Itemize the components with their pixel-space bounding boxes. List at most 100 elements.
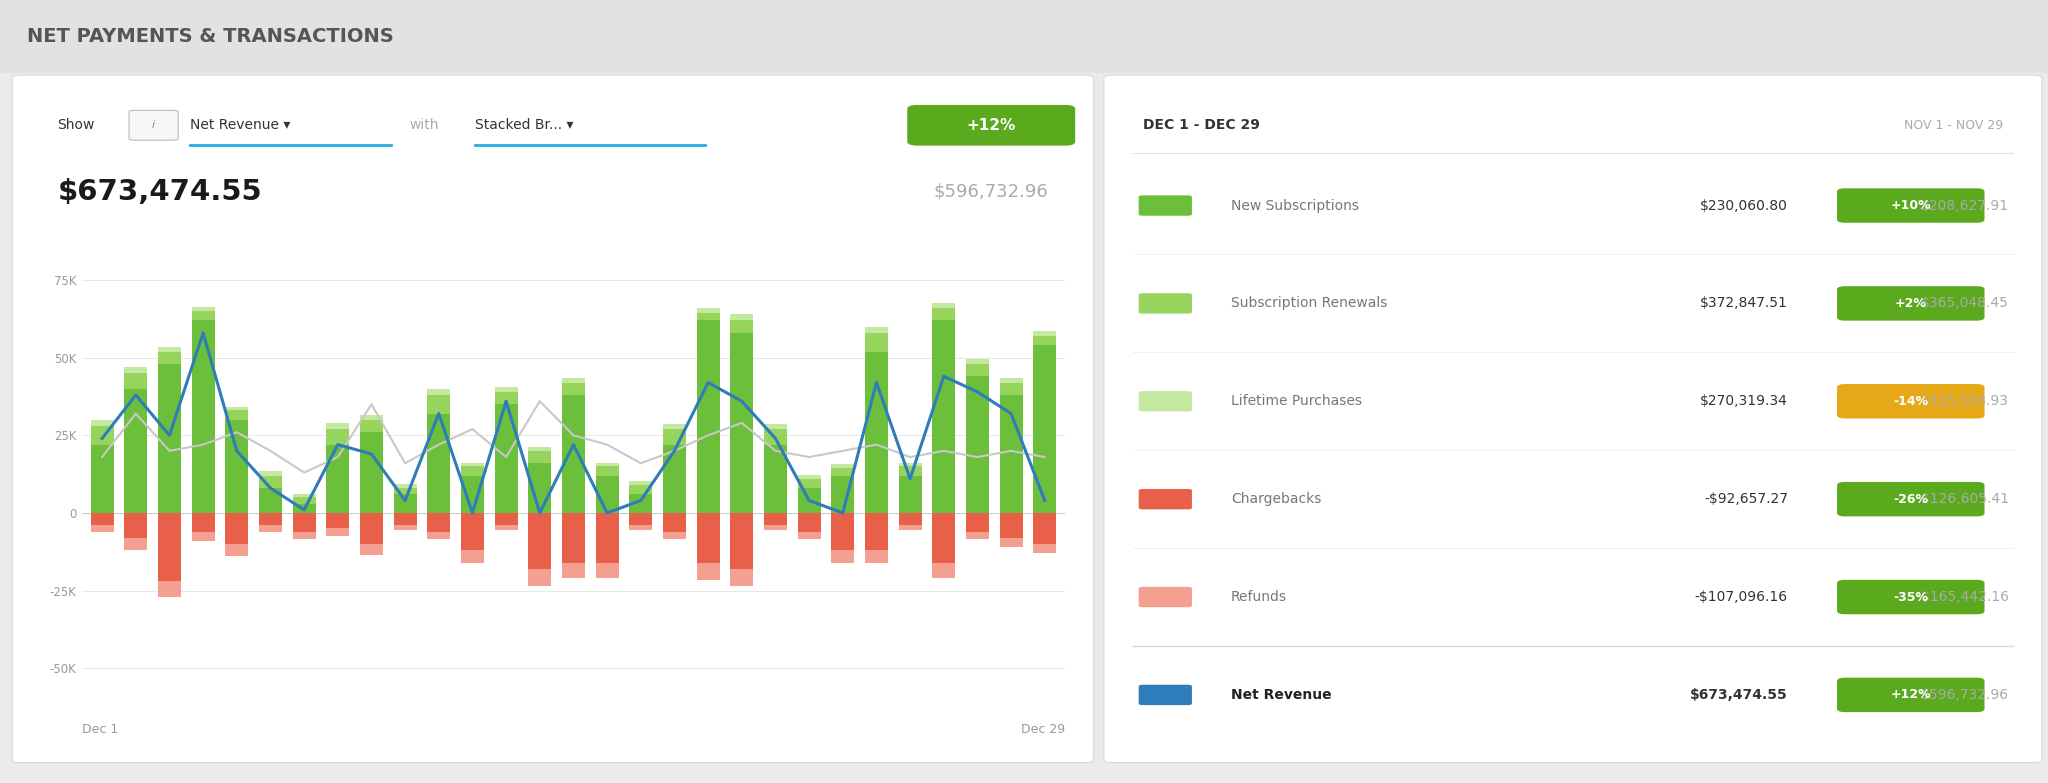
FancyBboxPatch shape — [1139, 684, 1192, 705]
Bar — [731, 320, 754, 333]
Bar — [1034, 345, 1057, 513]
Bar — [360, 432, 383, 513]
Bar — [629, 482, 651, 485]
Bar — [360, 420, 383, 432]
Bar — [967, 513, 989, 532]
Bar — [393, 485, 416, 488]
Bar — [967, 532, 989, 539]
Bar — [696, 513, 719, 562]
FancyBboxPatch shape — [1139, 489, 1192, 509]
Text: -$107,096.16: -$107,096.16 — [1696, 590, 1788, 604]
Bar — [797, 532, 821, 539]
Text: $596,732.96: $596,732.96 — [934, 183, 1049, 200]
Bar — [428, 513, 451, 532]
Bar — [258, 471, 283, 475]
Text: i: i — [152, 121, 156, 130]
Bar — [561, 562, 586, 578]
Bar — [864, 352, 889, 513]
Bar — [496, 388, 518, 392]
Bar — [1034, 513, 1057, 544]
Bar — [864, 327, 889, 333]
Bar — [360, 513, 383, 544]
Bar — [258, 488, 283, 513]
Bar — [360, 415, 383, 420]
Text: Net Revenue ▾: Net Revenue ▾ — [190, 118, 291, 132]
Bar — [125, 373, 147, 388]
Bar — [393, 525, 416, 530]
Bar — [461, 463, 483, 467]
Text: Lifetime Purchases: Lifetime Purchases — [1231, 395, 1362, 408]
Bar — [797, 478, 821, 488]
Text: DEC 1 - DEC 29: DEC 1 - DEC 29 — [1143, 118, 1260, 132]
FancyBboxPatch shape — [1139, 587, 1192, 608]
Bar — [461, 550, 483, 562]
Text: $315,103.93: $315,103.93 — [1921, 395, 2009, 408]
Bar — [999, 395, 1022, 513]
Text: Dec 29: Dec 29 — [1020, 723, 1065, 736]
Bar — [664, 532, 686, 539]
Bar — [999, 378, 1022, 383]
Bar — [967, 377, 989, 513]
Bar — [831, 468, 854, 475]
Bar — [629, 485, 651, 494]
Bar — [193, 311, 215, 320]
Bar — [596, 513, 618, 562]
Bar — [90, 420, 113, 426]
Bar — [764, 445, 786, 513]
Bar — [967, 364, 989, 377]
Text: with: with — [410, 118, 438, 132]
Bar — [696, 562, 719, 579]
Text: -14%: -14% — [1892, 395, 1929, 408]
Bar — [899, 463, 922, 467]
Bar — [1034, 336, 1057, 345]
FancyBboxPatch shape — [12, 75, 1094, 763]
Bar — [393, 513, 416, 525]
Bar — [561, 395, 586, 513]
Bar — [764, 424, 786, 429]
Bar — [831, 513, 854, 550]
Bar — [326, 529, 350, 536]
FancyBboxPatch shape — [1104, 75, 2042, 763]
Bar — [932, 308, 954, 320]
Bar — [293, 503, 315, 513]
Bar — [326, 423, 350, 429]
Bar — [831, 464, 854, 468]
Bar — [360, 544, 383, 555]
Bar — [193, 320, 215, 513]
Bar — [326, 429, 350, 445]
Text: -$126,605.41: -$126,605.41 — [1917, 493, 2009, 506]
Bar — [864, 513, 889, 550]
Bar — [629, 525, 651, 530]
Bar — [193, 532, 215, 541]
Text: -26%: -26% — [1892, 493, 1929, 506]
FancyBboxPatch shape — [907, 105, 1075, 146]
Bar — [932, 562, 954, 578]
Bar — [561, 378, 586, 383]
FancyBboxPatch shape — [1139, 195, 1192, 215]
Text: +2%: +2% — [1894, 297, 1927, 310]
Bar — [561, 383, 586, 395]
Bar — [797, 475, 821, 478]
Text: -$165,442.16: -$165,442.16 — [1917, 590, 2009, 604]
Bar — [225, 544, 248, 557]
Bar — [528, 513, 551, 568]
Bar — [1034, 331, 1057, 336]
Bar — [428, 388, 451, 395]
Bar — [999, 538, 1022, 547]
Bar — [90, 525, 113, 532]
Bar — [664, 424, 686, 429]
Bar — [428, 395, 451, 413]
Bar — [158, 352, 180, 364]
Bar — [1034, 544, 1057, 554]
Text: Show: Show — [57, 118, 94, 132]
Bar — [125, 388, 147, 513]
Bar — [596, 467, 618, 475]
Bar — [664, 445, 686, 513]
Bar — [326, 445, 350, 513]
Text: NOV 1 - NOV 29: NOV 1 - NOV 29 — [1905, 119, 2003, 132]
Bar — [225, 410, 248, 420]
Text: NET PAYMENTS & TRANSACTIONS: NET PAYMENTS & TRANSACTIONS — [27, 27, 393, 45]
Bar — [193, 513, 215, 532]
Bar — [561, 513, 586, 562]
Bar — [461, 513, 483, 550]
